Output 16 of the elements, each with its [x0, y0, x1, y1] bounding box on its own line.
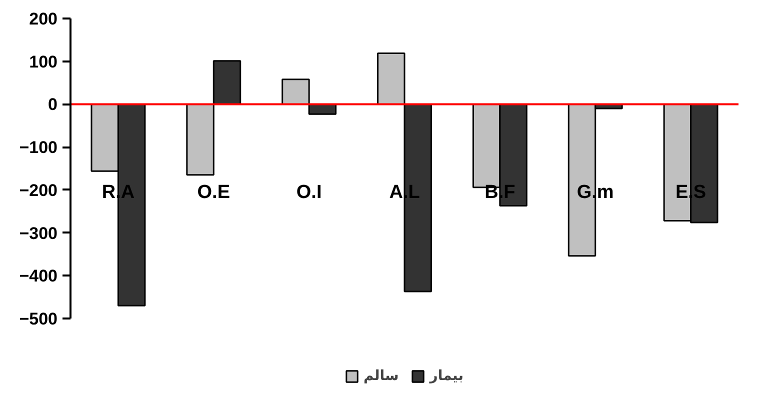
x-tick-label: O.E — [197, 182, 230, 203]
y-tick-label: −500 — [19, 310, 58, 328]
y-tick-label: 100 — [29, 52, 58, 72]
bar — [282, 78, 310, 105]
y-tick-label: −100 — [19, 138, 58, 158]
x-tick-label: O.I — [296, 182, 322, 203]
bar — [377, 52, 406, 105]
y-tick-label: −400 — [19, 266, 58, 286]
legend-label: بيمار — [430, 368, 464, 384]
y-tick-label: −300 — [19, 224, 58, 243]
y-tick-label: −200 — [19, 180, 58, 200]
legend-label: سالم — [364, 368, 399, 384]
y-tick-label: 200 — [29, 10, 58, 28]
y-tick-label: 0 — [48, 95, 58, 114]
bar — [212, 60, 242, 105]
bar — [186, 103, 214, 176]
